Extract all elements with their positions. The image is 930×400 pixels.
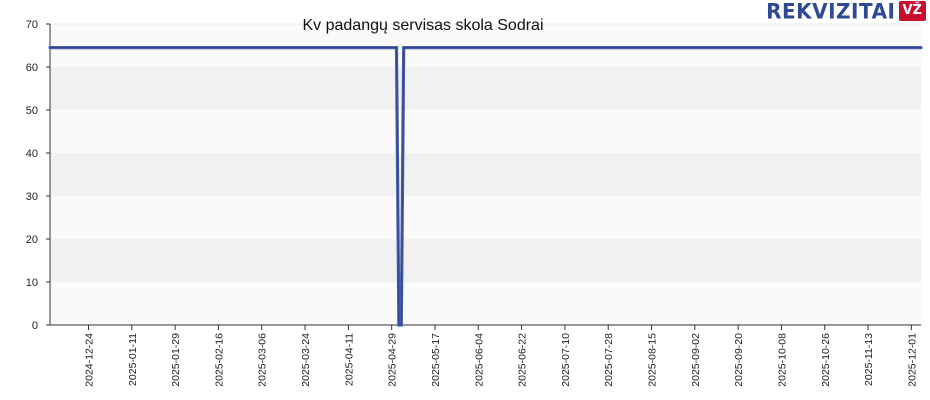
x-tick-label: 2025-07-28 (603, 333, 615, 387)
x-tick-label: 2025-10-08 (776, 333, 788, 387)
y-tick-label: 70 (26, 19, 38, 31)
y-tick-label: 60 (26, 62, 38, 74)
grid-band (50, 196, 921, 239)
x-tick-label: 2025-12-01 (906, 333, 918, 387)
y-tick-label: 0 (32, 320, 38, 332)
grid-band (50, 110, 921, 153)
x-tick-label: 2025-09-20 (733, 333, 745, 387)
chart-title: Kv padangų servisas skola Sodrai (302, 17, 543, 34)
x-tick-label: 2024-12-24 (83, 333, 95, 387)
x-tick-label: 2025-08-15 (647, 333, 659, 387)
x-tick-label: 2025-01-11 (127, 333, 139, 386)
x-tick-label: 2025-02-16 (213, 333, 225, 387)
x-tick-label: 2025-09-02 (690, 333, 702, 387)
y-axis: 0 10 20 30 40 50 60 70 (26, 19, 51, 332)
brand-logo[interactable]: REKVIZITAI VŽ (766, 0, 926, 24)
x-tick-label: 2025-04-29 (387, 333, 399, 387)
grid-band (50, 239, 921, 282)
brand-badge: VŽ (898, 1, 926, 21)
y-tick-label: 40 (26, 148, 38, 160)
series-line-core (50, 47, 921, 326)
x-tick-label: 2025-03-24 (300, 333, 312, 387)
grid-band (50, 24, 921, 67)
y-tick-label: 20 (26, 234, 38, 246)
x-tick-label: 2025-10-26 (820, 333, 832, 387)
y-tick-label: 10 (26, 277, 38, 289)
x-tick-label: 2025-05-17 (430, 333, 442, 387)
x-tick-label: 2025-04-11 (343, 333, 355, 386)
x-tick-label: 2025-01-29 (170, 333, 182, 387)
series-layer (48, 46, 923, 327)
x-tick-label: 2025-06-04 (473, 333, 485, 387)
x-axis: 2024-12-24 2025-01-11 2025-01-29 2025-02-16… (50, 324, 921, 387)
x-tick-label: 2025-06-22 (517, 333, 529, 387)
grid-band (50, 153, 921, 196)
grid-bands (50, 23, 921, 325)
x-tick-label: 2025-07-10 (560, 333, 572, 387)
y-tick-label: 50 (26, 105, 38, 117)
x-tick-label: 2025-03-06 (257, 333, 269, 387)
grid-band (50, 282, 921, 325)
brand-name: REKVIZITAI (766, 0, 896, 24)
x-tick-label: 2025-11-13 (863, 333, 875, 386)
y-tick-label: 30 (26, 191, 38, 203)
grid-band (50, 67, 921, 110)
